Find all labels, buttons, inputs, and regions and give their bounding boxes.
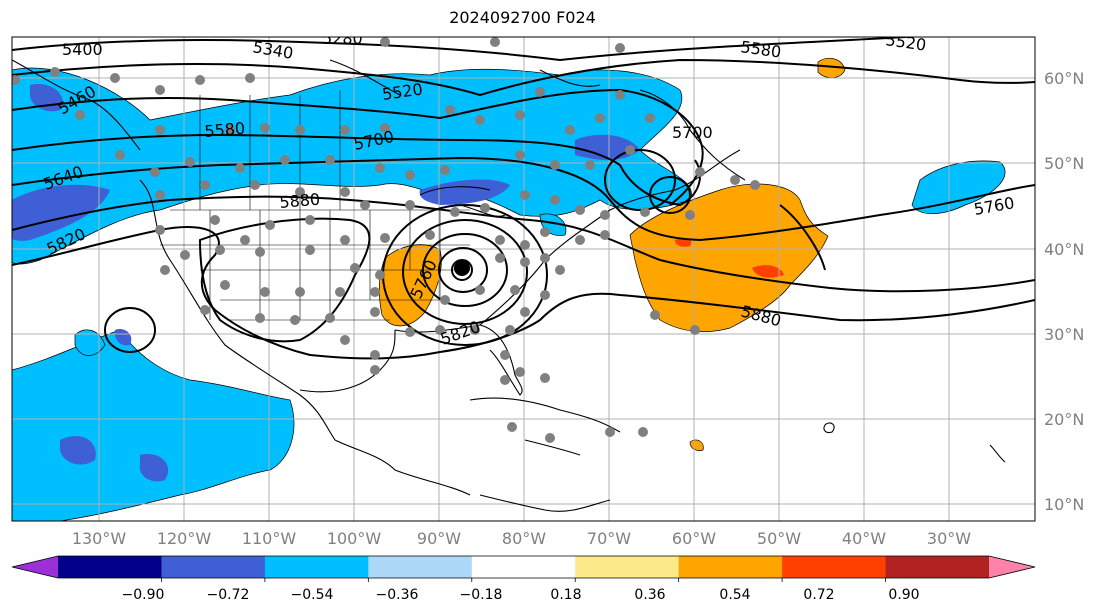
lat-label: 60°N [1044,69,1084,88]
strong-positive-shading [675,237,784,278]
colorbar [11,555,1036,582]
lat-label: 50°N [1044,154,1084,173]
lon-label: 130°W [72,529,127,548]
lon-label: 60°W [672,529,716,548]
lon-label: 120°W [157,529,212,548]
contour-label: 5280 [322,29,363,48]
colorbar-tick-label: −0.90 [122,587,165,603]
colorbar-segment [782,556,887,578]
lat-label: 20°N [1044,410,1084,429]
colorbar-tick-label: 0.90 [888,587,919,603]
lon-label: 70°W [587,529,631,548]
colorbar-tick-label: −0.54 [291,587,334,603]
lon-label: 40°W [842,529,886,548]
station-dots [12,37,760,443]
lat-label: 40°N [1044,240,1084,259]
colorbar-tick-label: 0.18 [550,587,581,603]
lat-label: 30°N [1044,325,1084,344]
state-borders [160,90,470,321]
contour-label: 5580 [204,119,246,141]
colorbar-segment [471,556,576,578]
colorbar-segment [885,556,990,578]
contour-label: 5880 [279,190,321,212]
colorbar-tick-label: −0.36 [376,587,419,603]
contour-label: 5700 [672,123,713,142]
colorbar-outline [11,555,1036,579]
map-frame [11,36,1036,522]
colorbar-extension-low [12,556,58,578]
colorbar-segment [58,556,162,578]
colorbar-tick-label: −0.18 [460,587,503,603]
latitude-labels: 60°N 50°N 40°N 30°N 20°N 10°N [1044,69,1084,514]
low-pressure-center [454,260,470,276]
colorbar-tick-label: −0.72 [207,587,250,603]
map-area: 5400 5340 5280 5580 5520 5460 5520 5580 … [12,29,1035,521]
colorbar-segment [368,556,473,578]
strong-negative-shading [12,84,640,482]
lon-label: 30°W [927,529,971,548]
lon-label: 80°W [502,529,546,548]
contour-label: 5520 [884,30,927,54]
colorbar-segment [264,556,369,578]
height-contours [12,37,1035,360]
map-title: 2024092700 F024 [449,8,596,27]
colorbar-extension-high [989,556,1035,578]
lat-label: 10°N [1044,495,1084,514]
lon-label: 90°W [417,529,461,548]
colorbar-tick-label: 0.54 [719,587,750,603]
contour-label: 5400 [62,40,103,59]
colorbar-ticks: −0.90 −0.72 −0.54 −0.36 −0.18 0.18 0.36 … [122,587,920,603]
colorbar-tick-label: 0.72 [803,587,834,603]
colorbar-tick-label: 0.36 [634,587,665,603]
colorbar-segment [678,556,783,578]
lon-label: 110°W [242,529,297,548]
longitude-labels: 130°W 120°W 110°W 100°W 90°W 80°W 70°W 6… [72,529,971,548]
lon-label: 50°W [757,529,801,548]
colorbar-segment [575,556,680,578]
colorbar-segment [161,556,266,578]
lon-label: 100°W [327,529,382,548]
